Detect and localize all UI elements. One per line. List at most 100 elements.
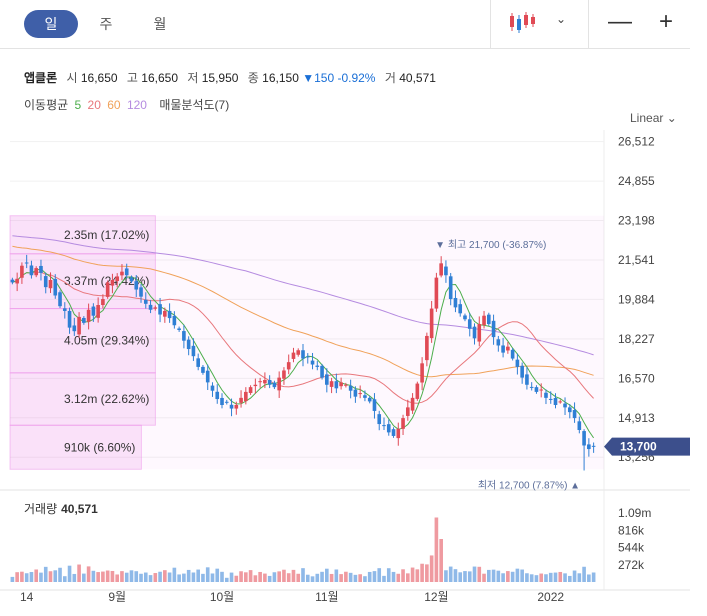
volume-bar [263,573,267,582]
candle-body [553,397,558,405]
candle-body [320,365,324,378]
zoom-in-button[interactable]: + [658,8,673,35]
last-price-label: 13,700 [620,440,657,454]
candle-body [501,345,505,353]
toolbar-divider [588,0,589,48]
candle-body [572,410,577,419]
ma20-period: 20 [87,98,101,112]
tab-weekly[interactable]: 주 [99,16,113,32]
candle-body [153,307,158,309]
y-tick-label: 24,855 [618,174,655,188]
candle-body [439,263,443,276]
volume-bar [406,573,410,582]
volume-bar [67,565,72,582]
candle-body [15,278,19,284]
scale-selector[interactable]: Linear ⌄ [630,111,677,125]
volume-bar [591,572,596,582]
volume-bar [534,575,539,582]
volume-bar [301,568,305,582]
candle-body [348,385,353,391]
candle-body [415,383,420,399]
candle-body [539,389,544,391]
tab-daily[interactable]: 일 [24,10,78,38]
volume-bar [182,573,186,582]
y-tick-label: 19,884 [618,292,655,306]
candle-body [148,304,153,310]
volume-bar [572,570,577,582]
volume-profile-label: 910k (6.60%) [64,440,135,454]
candle-body [196,358,200,367]
candle-body [396,428,401,439]
stock-name: 앱클론 [24,71,58,85]
candle-body [220,397,224,405]
volume-profile-bar [9,215,156,255]
volume-bar [101,571,105,582]
candle-body [272,382,277,388]
candle-body [124,268,129,276]
volume-bar [10,576,15,582]
candle-body [77,316,81,335]
volume-bar [377,568,382,582]
candle-body [448,276,453,300]
volume-bar [529,574,534,582]
volume-bar [558,571,563,582]
volume-profile-label: 3.12m (22.62%) [64,392,149,406]
volume-bar [486,569,491,582]
candle-body [486,314,491,325]
volume-bar [205,567,210,582]
volume-bar [191,572,196,582]
candle-body [158,304,162,315]
candle-body [143,299,148,304]
volume-profile-band [10,253,604,309]
volume-bar [344,571,348,582]
ma120-period: 120 [126,98,147,112]
volume-profile-band [10,425,604,470]
volume-bar [567,575,572,582]
moving-average-legend[interactable]: 이동평균 5 20 60 120 매물분석도(7) [24,96,232,113]
volume-bar [291,569,296,582]
volume-bar [196,569,200,582]
volume-bar [339,574,343,582]
volume-profile-bar [9,424,142,470]
candle-body [372,399,377,411]
candle-body [339,382,343,387]
volume-bar [282,569,286,582]
candle-body [101,299,105,305]
candle-body [239,397,243,403]
y-tick-label: 21,541 [618,253,655,267]
volume-bar [401,569,405,582]
candle-body [529,386,534,388]
volume-bar [96,572,100,582]
candle-body [115,276,120,282]
volume-profile-band [10,215,604,254]
tab-monthly[interactable]: 월 [153,16,167,32]
x-tick-label: 12월 [424,590,448,604]
candle-body [20,265,24,278]
zoom-out-button[interactable]: — [608,8,632,35]
open-label: 시 [66,71,78,85]
volume-bar [86,566,91,582]
candle-body [191,345,196,357]
candle-body [258,381,262,383]
y-tick-label: 26,512 [618,135,655,149]
candle-body [391,429,396,436]
volume-bar [320,571,324,582]
candle-body [367,397,372,402]
volume-bar [491,569,496,582]
volume-bar [224,577,229,582]
candlestick-chart-icon[interactable] [508,10,536,34]
volume-panel-value: 40,571 [61,502,98,516]
candle-body [520,365,524,378]
candle-body [558,401,563,403]
quote-summary: 앱클론 시 16,650 고 16,650 저 15,950 종 16,150 … [24,69,436,86]
volume-profile-bar [9,372,156,426]
volume-bar [91,570,96,582]
candle-body [163,310,167,317]
candle-body [177,328,181,330]
volume-bar [310,576,315,582]
chevron-down-icon[interactable]: ⌄ [556,12,567,26]
volume-bar [501,573,505,582]
candle-body [53,278,58,296]
candle-body [515,359,520,367]
